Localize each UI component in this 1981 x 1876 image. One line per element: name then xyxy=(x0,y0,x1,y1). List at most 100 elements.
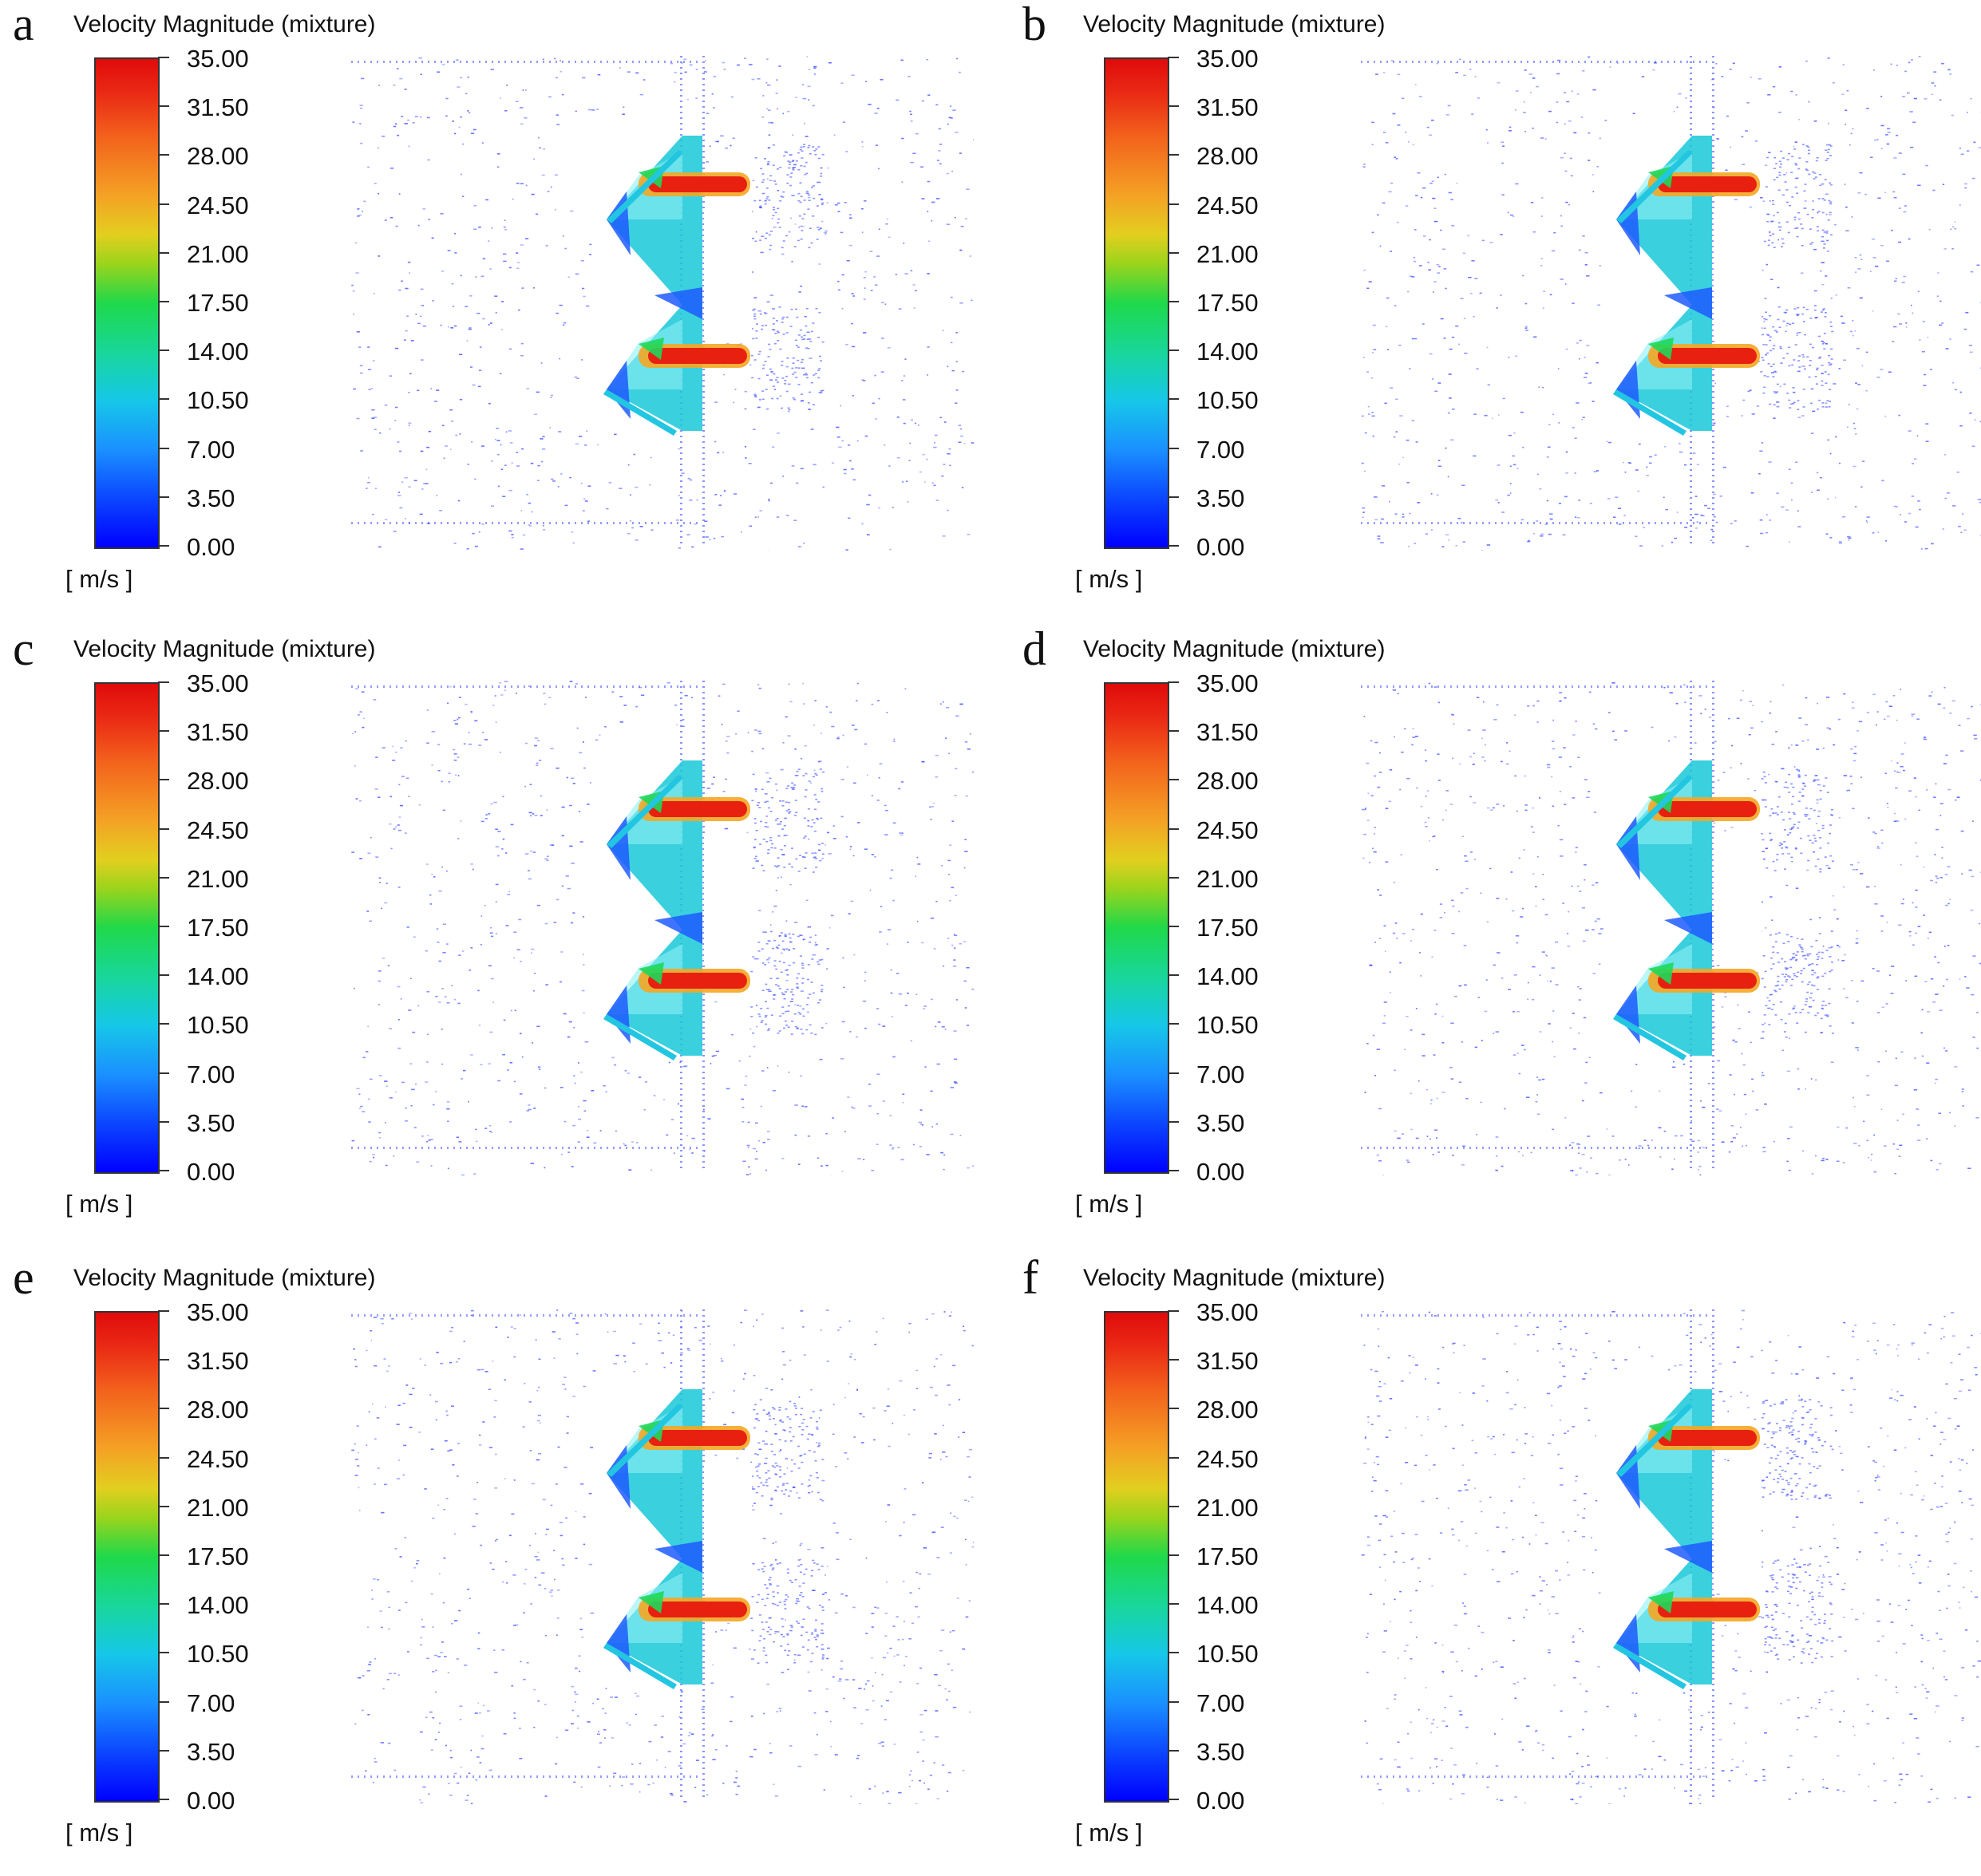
boundary-vector xyxy=(498,522,500,524)
vector-dot xyxy=(1510,492,1512,494)
vector-dot xyxy=(363,201,366,203)
boundary-vector xyxy=(664,1147,666,1149)
vector-dot xyxy=(1555,942,1558,943)
vector-dot xyxy=(1404,729,1406,730)
vector-dot xyxy=(880,906,883,907)
vector-dot xyxy=(714,441,716,443)
vector-dot xyxy=(1564,697,1567,699)
vector-dot xyxy=(1635,1107,1637,1108)
vector-dot xyxy=(917,921,919,922)
vector-dot xyxy=(1719,1110,1722,1112)
vector-dot xyxy=(773,330,775,331)
wall-vector xyxy=(702,73,705,74)
vector-dot xyxy=(951,1134,954,1135)
vector-dot xyxy=(1899,152,1902,154)
vector-dot xyxy=(929,807,931,808)
wall-vector xyxy=(1712,430,1714,432)
colorbar-tick-label: 17.50 xyxy=(1196,914,1259,942)
vector-dot xyxy=(846,836,848,838)
vector-dot xyxy=(503,796,504,798)
vector-dot xyxy=(799,1013,801,1015)
vector-dot xyxy=(1380,542,1384,543)
vector-dot xyxy=(1828,57,1830,59)
vector-dot xyxy=(695,97,698,99)
vector-dot xyxy=(1798,157,1801,159)
vector-dot xyxy=(1939,1112,1941,1114)
vector-dot xyxy=(1714,383,1716,385)
vector-dot xyxy=(811,958,813,960)
vector-dot xyxy=(874,856,876,858)
vector-dot xyxy=(809,392,811,393)
vector-dot xyxy=(1880,96,1882,97)
vector-dot xyxy=(1638,491,1640,492)
vector-dot xyxy=(1826,144,1829,146)
wall-vector xyxy=(702,380,705,381)
vector-dot xyxy=(1818,811,1821,812)
boundary-vector xyxy=(441,685,442,688)
vector-dot xyxy=(1378,539,1381,540)
vector-dot xyxy=(770,294,774,296)
vector-dot xyxy=(756,323,758,325)
vector-dot xyxy=(438,891,441,892)
vector-dot xyxy=(1547,764,1550,766)
vector-dot xyxy=(862,523,864,525)
vector-dot xyxy=(761,1106,762,1108)
vector-dot xyxy=(797,346,800,348)
boundary-vector xyxy=(364,522,366,524)
vector-dot xyxy=(395,407,397,409)
vector-dot xyxy=(1595,883,1599,884)
vector-dot xyxy=(1939,301,1942,302)
vector-dot xyxy=(1557,825,1559,827)
vector-dot xyxy=(1791,861,1793,863)
vector-dot xyxy=(474,721,477,722)
vector-dot xyxy=(751,751,753,752)
vector-dot xyxy=(1778,112,1781,113)
boundary-vector xyxy=(1578,522,1580,524)
vector-dot xyxy=(1550,294,1552,296)
vector-dot xyxy=(794,922,797,923)
wall-vector xyxy=(680,101,682,102)
vector-dot xyxy=(1548,447,1551,448)
vector-dot xyxy=(789,863,791,865)
vector-dot xyxy=(1581,117,1583,118)
vector-dot xyxy=(901,182,903,184)
vector-dot xyxy=(1393,933,1395,934)
vector-dot xyxy=(480,1064,482,1066)
vector-dot xyxy=(755,791,757,792)
vector-dot xyxy=(941,476,943,477)
vector-dot xyxy=(765,389,768,390)
vector-dot xyxy=(714,538,715,539)
vector-dot xyxy=(1445,790,1449,792)
vector-dot xyxy=(1563,747,1565,748)
vector-dot xyxy=(1516,90,1519,92)
vector-dot xyxy=(1798,355,1801,357)
vector-dot xyxy=(967,1025,969,1026)
vector-dot xyxy=(458,500,460,502)
vector-dot xyxy=(1844,988,1845,989)
vector-dot xyxy=(391,848,393,850)
vector-dot xyxy=(760,207,762,209)
vector-dot xyxy=(794,1004,796,1005)
vector-dot xyxy=(556,768,559,769)
vector-dot xyxy=(1781,246,1783,247)
vector-dot xyxy=(1402,516,1405,518)
vector-dot xyxy=(803,938,805,940)
boundary-vector xyxy=(683,1147,685,1149)
vector-dot xyxy=(426,742,429,744)
vector-dot xyxy=(1923,321,1925,322)
vector-dot xyxy=(571,863,574,864)
vector-dot xyxy=(792,994,794,996)
vector-dot xyxy=(854,729,857,731)
vector-dot xyxy=(1607,1128,1608,1130)
vector-dot xyxy=(765,932,767,934)
vector-dot xyxy=(541,362,543,364)
wall-vector xyxy=(1712,140,1714,141)
vector-dot xyxy=(878,168,880,170)
vector-dot xyxy=(909,460,911,461)
vector-dot xyxy=(1585,1062,1588,1064)
vector-dot xyxy=(628,1169,631,1171)
vector-dot xyxy=(794,1104,798,1106)
wall-vector xyxy=(702,156,705,158)
vector-dot xyxy=(1522,908,1524,910)
vector-dot xyxy=(792,261,793,263)
